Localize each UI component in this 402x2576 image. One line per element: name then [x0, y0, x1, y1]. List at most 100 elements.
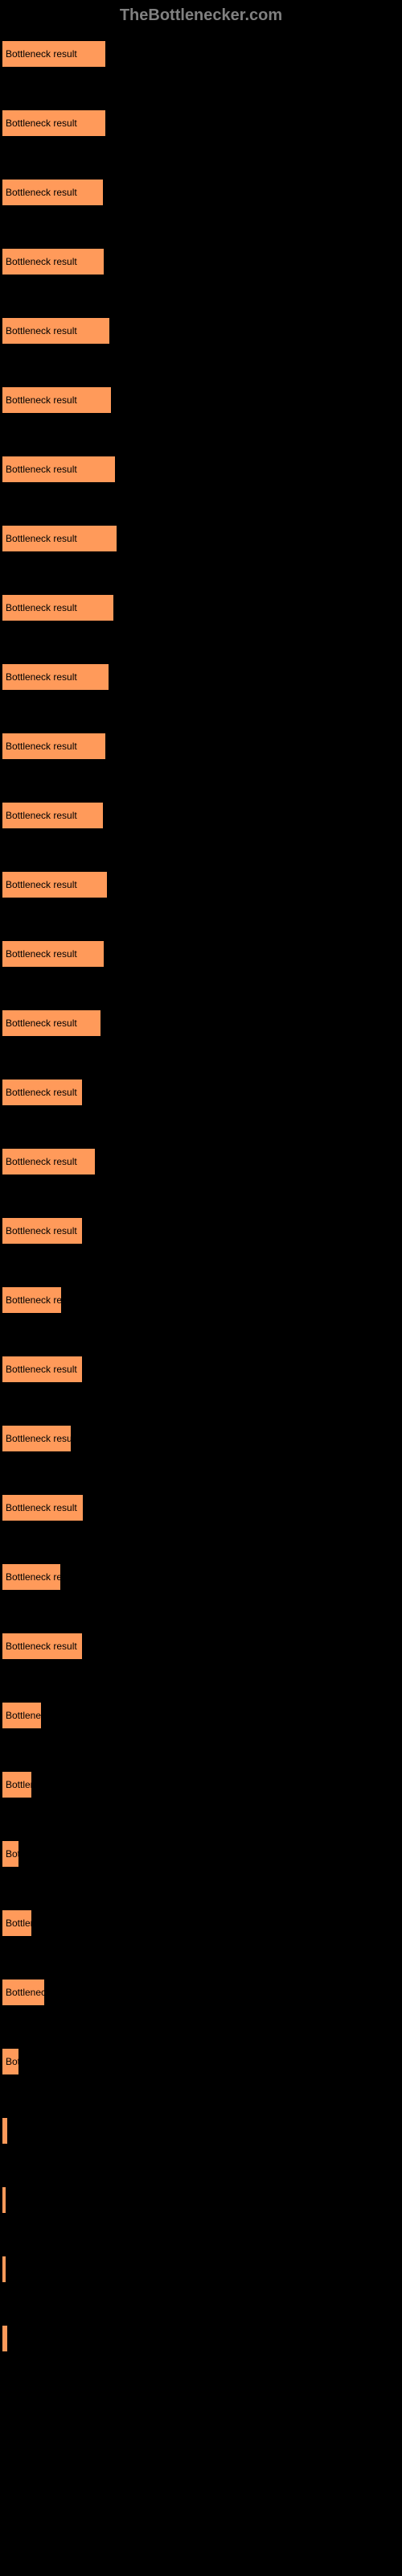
bar: Bottleneck result [2, 1495, 83, 1521]
bar: Bottleneck result [2, 1356, 82, 1382]
bar-row: Bottleneck result [2, 41, 402, 67]
bar-label: Bottleneck result [6, 187, 77, 198]
bar: Bottleneck result [2, 664, 109, 690]
bar-label: Bottleneck result [6, 1087, 77, 1098]
bar-row: Bottleneck result [2, 180, 402, 205]
bar-label: Bottleneck result [6, 1848, 18, 1860]
bar: Bottleneck result [2, 1633, 82, 1659]
bar: Bottleneck result [2, 872, 107, 898]
bar-label: Bottleneck result [6, 394, 77, 406]
bar-row: Bottleneck result [2, 1010, 402, 1036]
bar [2, 2118, 7, 2144]
bar: Bottleneck result [2, 387, 111, 413]
bar: Bottleneck result [2, 1841, 18, 1867]
bar-row: Bottleneck result [2, 664, 402, 690]
bar-label: Bottleneck result [6, 2056, 18, 2067]
bar-label: Bottleneck result [6, 48, 77, 60]
bar-row: Bottleneck result [2, 1979, 402, 2005]
bar: Bottleneck result [2, 1979, 44, 2005]
bar-row: Bottleneck result [2, 249, 402, 275]
bar-label: Bottleneck result [6, 1225, 77, 1236]
bar-row [2, 2187, 402, 2213]
bar-row: Bottleneck result [2, 526, 402, 551]
bar-label: Bottleneck result [6, 1779, 31, 1790]
bar: Bottleneck result [2, 595, 113, 621]
bar-row: Bottleneck result [2, 1564, 402, 1590]
bar: Bottleneck result [2, 941, 104, 967]
site-title: TheBottlenecker.com [120, 6, 282, 24]
bar: Bottleneck result [2, 1426, 71, 1451]
bar: Bottleneck result [2, 1010, 100, 1036]
bar-row: Bottleneck result [2, 1910, 402, 1936]
bar-row: Bottleneck result [2, 1080, 402, 1105]
bar-label: Bottleneck result [6, 118, 77, 129]
bar-label: Bottleneck result [6, 1433, 71, 1444]
bar-row: Bottleneck result [2, 1356, 402, 1382]
bar-label: Bottleneck result [6, 325, 77, 336]
bar-label: Bottleneck result [6, 1918, 31, 1929]
bar-row: Bottleneck result [2, 733, 402, 759]
bar-row: Bottleneck result [2, 1633, 402, 1659]
bar [2, 2256, 6, 2282]
bar-row: Bottleneck result [2, 387, 402, 413]
bar-label: Bottleneck result [6, 948, 77, 960]
bar-row: Bottleneck result [2, 1772, 402, 1798]
bar-label: Bottleneck result [6, 879, 77, 890]
bar-label: Bottleneck result [6, 1294, 61, 1306]
bar-row: Bottleneck result [2, 318, 402, 344]
bar-row: Bottleneck result [2, 941, 402, 967]
bar-label: Bottleneck result [6, 1364, 77, 1375]
bar: Bottleneck result [2, 180, 103, 205]
bar: Bottleneck result [2, 318, 109, 344]
bar [2, 2326, 7, 2351]
bar: Bottleneck result [2, 1910, 31, 1936]
bar-row: Bottleneck result [2, 1495, 402, 1521]
bar-row [2, 2326, 402, 2351]
bar-label: Bottleneck result [6, 1156, 77, 1167]
bar-row: Bottleneck result [2, 1149, 402, 1174]
bar-row: Bottleneck result [2, 110, 402, 136]
bar: Bottleneck result [2, 1149, 95, 1174]
bar-row: Bottleneck result [2, 2049, 402, 2074]
bar: Bottleneck result [2, 1218, 82, 1244]
bar-row: Bottleneck result [2, 595, 402, 621]
bar-row: Bottleneck result [2, 1426, 402, 1451]
bar-row [2, 2256, 402, 2282]
bar-row: Bottleneck result [2, 803, 402, 828]
bar-label: Bottleneck result [6, 1018, 77, 1029]
bar: Bottleneck result [2, 733, 105, 759]
bar-label: Bottleneck result [6, 533, 77, 544]
bar-label: Bottleneck result [6, 1571, 60, 1583]
bar-label: Bottleneck result [6, 1641, 77, 1652]
bar-label: Bottleneck result [6, 1502, 77, 1513]
bar: Bottleneck result [2, 1703, 41, 1728]
bar-label: Bottleneck result [6, 602, 77, 613]
bar-row: Bottleneck result [2, 1841, 402, 1867]
bar-label: Bottleneck result [6, 1987, 44, 1998]
bar-label: Bottleneck result [6, 741, 77, 752]
bar: Bottleneck result [2, 41, 105, 67]
bar-row: Bottleneck result [2, 1703, 402, 1728]
bar: Bottleneck result [2, 456, 115, 482]
bar-label: Bottleneck result [6, 464, 77, 475]
bar-row [2, 2118, 402, 2144]
bar: Bottleneck result [2, 1287, 61, 1313]
bar: Bottleneck result [2, 526, 117, 551]
bar-label: Bottleneck result [6, 810, 77, 821]
bar [2, 2187, 6, 2213]
site-header: TheBottlenecker.com [0, 0, 402, 41]
bar-row: Bottleneck result [2, 1218, 402, 1244]
bar: Bottleneck result [2, 1080, 82, 1105]
bar: Bottleneck result [2, 110, 105, 136]
bar-label: Bottleneck result [6, 671, 77, 683]
bar-label: Bottleneck result [6, 1710, 41, 1721]
bar: Bottleneck result [2, 2049, 18, 2074]
bar-row: Bottleneck result [2, 872, 402, 898]
bar-chart: Bottleneck result Bottleneck result Bottle… [0, 41, 402, 2351]
bar-label: Bottleneck result [6, 256, 77, 267]
bar: Bottleneck result [2, 1564, 60, 1590]
bar: Bottleneck result [2, 1772, 31, 1798]
bar-row: Bottleneck result [2, 1287, 402, 1313]
bar-row: Bottleneck result [2, 456, 402, 482]
bar: Bottleneck result [2, 803, 103, 828]
